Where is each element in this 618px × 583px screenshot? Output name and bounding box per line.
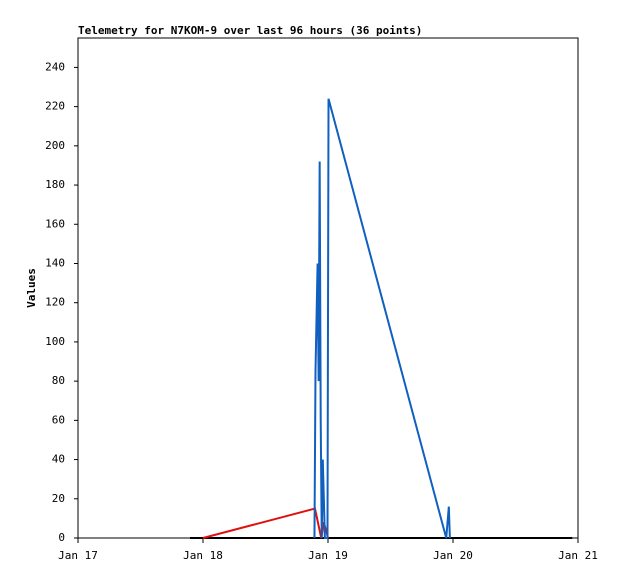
chart-title: Telemetry for N7KOM-9 over last 96 hours…	[78, 24, 422, 37]
series-line	[202, 507, 329, 539]
y-tick-label: 20	[52, 492, 65, 505]
x-tick-label: Jan 17	[58, 549, 98, 562]
y-tick-label: 0	[58, 531, 65, 544]
series-line	[313, 98, 451, 539]
y-tick-label: 180	[45, 178, 65, 191]
y-tick-label: 160	[45, 217, 65, 230]
y-tick-label: 240	[45, 60, 65, 73]
y-tick-label: 100	[45, 335, 65, 348]
x-tick-label: Jan 20	[433, 549, 473, 562]
y-tick-label: 140	[45, 256, 65, 269]
x-tick-label: Jan 19	[308, 549, 348, 562]
y-tick-label: 120	[45, 296, 65, 309]
y-tick-label: 80	[52, 374, 65, 387]
y-axis-label: Values	[25, 268, 38, 308]
y-tick-label: 40	[52, 453, 65, 466]
y-tick-label: 200	[45, 139, 65, 152]
y-tick-label: 220	[45, 100, 65, 113]
y-tick-label: 60	[52, 413, 65, 426]
x-tick-label: Jan 21	[558, 549, 598, 562]
x-tick-label: Jan 18	[183, 549, 223, 562]
